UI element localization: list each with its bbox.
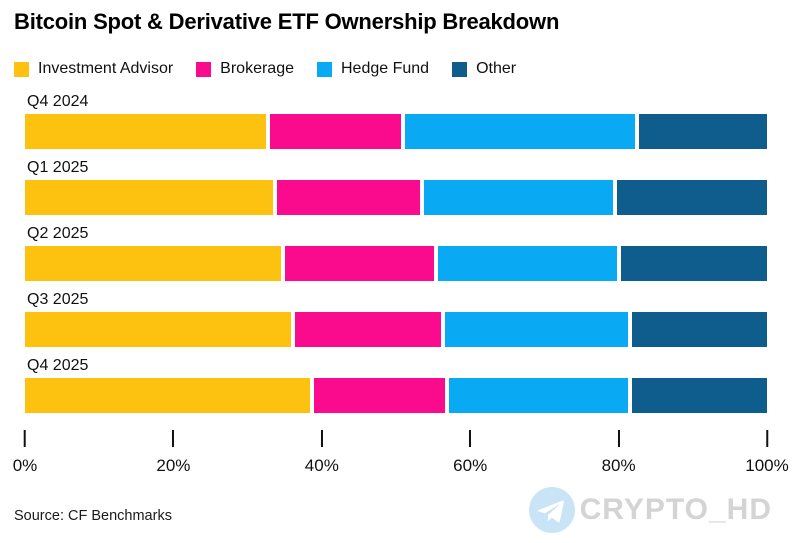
bar-segment-other xyxy=(621,246,767,281)
bar-segment-hedge-fund xyxy=(438,246,617,281)
bar-segment-investment-advisor xyxy=(25,114,266,149)
legend-item-other: Other xyxy=(452,60,516,78)
legend-label-other: Other xyxy=(476,60,517,77)
chart-row-q4-2025: Q4 2025 xyxy=(25,357,767,413)
tick-label: 40% xyxy=(304,456,339,475)
bar-segment-hedge-fund xyxy=(449,378,628,413)
legend-swatch-investment-advisor xyxy=(14,61,29,77)
telegram-icon xyxy=(528,487,575,533)
chart-row-q2-2025: Q2 2025 xyxy=(25,225,767,281)
bar-segment-brokerage xyxy=(277,180,420,215)
axis-tick-100-: 100% xyxy=(745,430,789,476)
category-label: Q4 2025 xyxy=(27,357,89,374)
chart-row-q3-2025: Q3 2025 xyxy=(25,291,767,347)
category-label: Q4 2024 xyxy=(27,93,89,110)
bar-segment-other xyxy=(631,378,767,413)
bar-segment-investment-advisor xyxy=(25,246,281,281)
stacked-bar xyxy=(25,378,767,413)
bar-segment-brokerage xyxy=(269,114,402,149)
tick-mark xyxy=(617,430,620,447)
legend-label-brokerage: Brokerage xyxy=(220,60,294,77)
bar-segment-brokerage xyxy=(284,246,435,281)
axis-tick-40-: 40% xyxy=(305,430,339,476)
tick-label: 0% xyxy=(12,456,38,475)
tick-mark xyxy=(172,430,175,447)
category-label: Q1 2025 xyxy=(27,159,89,176)
stacked-bar xyxy=(25,246,767,281)
tick-label: 20% xyxy=(156,456,191,475)
bar-segment-brokerage xyxy=(313,378,446,413)
bar-segment-other xyxy=(631,312,767,347)
bar-segment-hedge-fund xyxy=(423,180,614,215)
category-label: Q2 2025 xyxy=(27,225,89,242)
chart-title: Bitcoin Spot & Derivative ETF Ownership … xyxy=(14,9,560,34)
legend-swatch-hedge-fund xyxy=(317,61,332,77)
bar-segment-investment-advisor xyxy=(25,378,310,413)
tick-mark xyxy=(320,430,323,447)
stacked-bar xyxy=(25,180,767,215)
bar-segment-investment-advisor xyxy=(25,312,292,347)
bar-segment-hedge-fund xyxy=(445,312,628,347)
tick-label: 100% xyxy=(745,456,789,475)
bar-segment-brokerage xyxy=(295,312,442,347)
legend-item-brokerage: Brokerage xyxy=(196,60,294,78)
legend-swatch-other xyxy=(452,61,468,77)
x-axis: 0% 20% 40% 60% 80% 100% xyxy=(13,430,789,476)
stacked-bar-chart: Q4 2024 Q1 2025 Q2 2025 Q3 2025 Q4 2025 xyxy=(25,93,768,413)
tick-label: 60% xyxy=(453,456,488,475)
legend: Investment Advisor Brokerage Hedge Fund Oth… xyxy=(14,60,786,78)
bar-segment-other xyxy=(639,114,768,149)
legend-label-hedge-fund: Hedge Fund xyxy=(341,60,430,77)
tick-mark xyxy=(765,430,768,447)
bar-segment-hedge-fund xyxy=(405,114,636,149)
chart-row-q4-2024: Q4 2024 xyxy=(25,93,768,149)
axis-tick-80-: 80% xyxy=(602,430,636,476)
axis-tick-60-: 60% xyxy=(453,430,487,476)
legend-swatch-brokerage xyxy=(196,61,212,77)
tick-mark xyxy=(469,430,472,447)
tick-label: 80% xyxy=(601,456,636,475)
legend-label-investment-advisor: Investment Advisor xyxy=(38,60,174,77)
legend-item-hedge-fund: Hedge Fund xyxy=(317,60,429,78)
category-label: Q3 2025 xyxy=(27,291,89,308)
stacked-bar xyxy=(25,312,767,347)
stacked-bar xyxy=(25,114,768,149)
tick-mark xyxy=(23,430,26,447)
axis-tick-0-: 0% xyxy=(12,430,38,476)
source-text: Source: CF Benchmarks xyxy=(14,508,172,524)
bar-segment-investment-advisor xyxy=(25,180,274,215)
watermark-text: CRYPTO_HD xyxy=(579,493,772,526)
axis-tick-20-: 20% xyxy=(156,430,190,476)
legend-item-investment-advisor: Investment Advisor xyxy=(14,60,173,78)
chart-row-q1-2025: Q1 2025 xyxy=(25,159,767,215)
bar-segment-other xyxy=(617,180,767,215)
watermark: CRYPTO_HD xyxy=(528,487,772,533)
